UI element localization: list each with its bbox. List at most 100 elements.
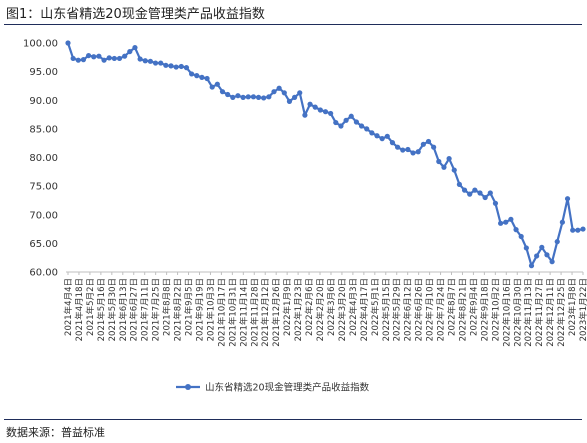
x-tick-label: 2022年6月26日: [414, 278, 425, 341]
data-point: [410, 150, 416, 156]
y-tick-label: 100.00: [23, 39, 58, 50]
x-tick-label: 2022年1月23日: [293, 278, 304, 341]
data-point: [312, 104, 318, 110]
chart-title: 图1：山东省精选20现金管理类产品收益指数: [6, 7, 265, 22]
x-tick-label: 2022年7月24日: [436, 278, 447, 341]
x-tick-label: 2022年1月9日: [282, 278, 293, 336]
data-point: [570, 227, 576, 233]
x-tick-label: 2022年4月3日: [348, 278, 359, 336]
data-point: [415, 149, 421, 155]
y-tick-label: 85.00: [29, 124, 58, 135]
data-point: [189, 71, 195, 77]
data-point: [96, 53, 102, 59]
data-point: [199, 74, 205, 80]
data-point: [503, 219, 509, 225]
data-point: [173, 64, 179, 70]
x-tick-label: 2022年11月13日: [523, 278, 534, 347]
x-tick-label: 2022年12月25日: [556, 278, 567, 347]
data-point: [302, 112, 308, 118]
x-tick-label: 2021年10月3日: [205, 278, 216, 341]
x-tick-label: 2021年7月11日: [140, 278, 151, 341]
data-point: [292, 94, 298, 100]
data-point: [472, 187, 478, 193]
data-point: [467, 191, 473, 197]
x-tick-label: 2022年7月10日: [425, 278, 436, 341]
data-point: [518, 233, 524, 240]
data-point: [353, 119, 359, 125]
data-point: [456, 181, 462, 188]
x-tick-label: 2021年4月4日: [63, 278, 74, 336]
data-point: [338, 123, 344, 129]
legend: 山东省精选20现金管理类产品收益指数: [176, 382, 370, 394]
data-point: [178, 63, 184, 70]
data-point: [575, 227, 581, 233]
y-tick-label: 95.00: [29, 67, 58, 78]
x-tick-label: 2021年11月28日: [249, 278, 260, 347]
line-chart: 100.00 95.00 90.00 85.00 80.00 75.00 70.00 65.0…: [23, 39, 587, 394]
data-point: [147, 58, 153, 64]
x-tick-label: 2022年3月6日: [326, 278, 337, 336]
x-tick-label: 2022年2月20日: [315, 278, 326, 341]
x-tick-label: 2023年1月8日: [567, 278, 578, 336]
data-point: [266, 94, 272, 100]
x-tick-label: 2022年3月20日: [337, 278, 348, 341]
x-tick-label: 2022年8月7日: [447, 278, 458, 336]
data-point: [70, 55, 76, 62]
series-line: [66, 42, 584, 267]
data-point: [132, 44, 138, 51]
x-tick-label: 2022年5月1日: [370, 278, 381, 336]
data-point: [523, 245, 529, 251]
data-point: [235, 93, 241, 99]
x-tick-label: 2022年4月17日: [359, 278, 370, 341]
x-tick-label: 2022年5月15日: [381, 278, 392, 341]
data-point: [194, 73, 200, 79]
x-tick-label: 2021年9月5日: [184, 278, 195, 336]
data-point: [441, 164, 447, 170]
data-point: [101, 57, 107, 63]
x-tick-label: 2021年9月19日: [194, 278, 205, 341]
x-tick-label: 2021年11月14日: [238, 278, 249, 347]
data-point: [358, 123, 365, 129]
x-tick-label: 2022年5月29日: [392, 278, 403, 341]
y-tick-label: 70.00: [29, 210, 58, 221]
x-tick-label: 2021年5月16日: [96, 278, 107, 341]
data-point: [559, 219, 566, 225]
y-axis: 100.00 95.00 90.00 85.00 80.00 75.00 70.00 65.0…: [23, 39, 58, 279]
x-tick-label: 2021年5月2日: [85, 278, 96, 336]
data-point: [214, 81, 220, 87]
data-point: [379, 136, 385, 142]
data-point: [75, 57, 81, 63]
data-point: [451, 167, 457, 173]
data-point: [405, 146, 411, 153]
data-point: [328, 110, 334, 117]
data-point: [431, 144, 437, 150]
y-tick-label: 90.00: [29, 96, 58, 107]
data-point: [271, 89, 277, 95]
data-point: [240, 94, 246, 100]
data-point: [307, 101, 313, 107]
data-point: [158, 60, 164, 66]
x-tick-label: 2022年6月12日: [403, 278, 414, 341]
bottom-rule: [4, 419, 582, 420]
data-point: [276, 85, 282, 91]
x-tick-label: 2021年6月13日: [118, 278, 129, 341]
x-tick-label: 2022年2月6日: [304, 278, 315, 336]
data-point: [297, 90, 303, 96]
x-tick-label: 2022年8月21日: [457, 278, 468, 341]
data-point: [389, 140, 396, 146]
data-point: [281, 90, 287, 96]
data-point: [286, 98, 293, 104]
data-point: [261, 95, 267, 101]
x-tick-label: 2021年5月30日: [107, 278, 118, 341]
data-point: [230, 94, 236, 100]
x-tick-label: 2021年10月17日: [216, 278, 227, 347]
legend-label: 山东省精选20现金管理类产品收益指数: [205, 382, 370, 394]
data-point: [534, 253, 540, 259]
data-point: [317, 107, 323, 113]
data-point: [183, 65, 190, 71]
data-point: [116, 55, 123, 62]
data-point: [204, 75, 210, 82]
y-tick-label: 75.00: [29, 182, 58, 193]
data-point: [461, 187, 468, 193]
data-point: [111, 55, 117, 62]
